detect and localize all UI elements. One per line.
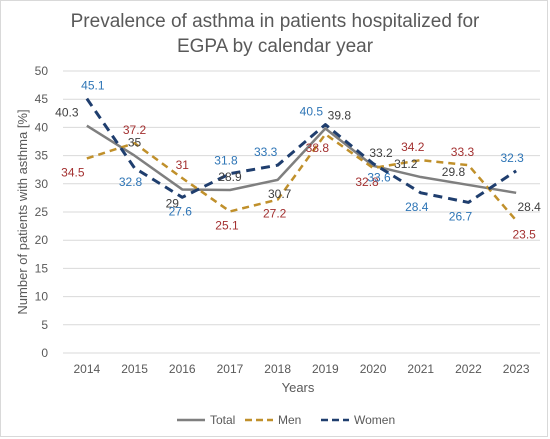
y-tick-label: 10 xyxy=(35,290,49,304)
y-tick-label: 5 xyxy=(41,318,48,332)
data-label-women: 32.8 xyxy=(119,175,143,189)
data-label-total: 39.8 xyxy=(328,109,352,123)
data-label-men: 23.5 xyxy=(512,227,536,241)
data-label-total: 29 xyxy=(166,196,180,210)
x-tick-label: 2021 xyxy=(407,362,434,376)
data-label-total: 29.8 xyxy=(442,165,466,179)
series-line-total xyxy=(86,124,517,195)
data-label-men: 33.3 xyxy=(451,145,475,159)
data-label-total: 35 xyxy=(128,136,142,150)
y-axis-label: Number of patients with asthma [%] xyxy=(15,109,30,314)
y-tick-label: 15 xyxy=(35,261,49,275)
x-axis-ticks: 2014 2015 2016 2017 2018 2019 2020 2021 2022 2023 xyxy=(73,362,529,376)
series-line-men xyxy=(86,132,518,222)
x-tick-label: 2022 xyxy=(455,362,482,376)
data-label-men: 34.2 xyxy=(401,140,425,154)
y-tick-label: 50 xyxy=(35,64,49,78)
data-label-women: 28.4 xyxy=(405,200,429,214)
data-label-total: 30.7 xyxy=(268,187,292,201)
y-tick-label: 20 xyxy=(35,233,49,247)
data-label-total: 28.9 xyxy=(218,170,242,184)
data-label-women: 31.8 xyxy=(214,154,238,168)
data-label-men: 34.5 xyxy=(61,165,85,179)
series-line-women xyxy=(85,97,517,204)
data-label-women: 32.3 xyxy=(500,151,524,165)
data-label-women: 33.3 xyxy=(254,145,278,159)
legend-label-men: Men xyxy=(278,413,301,427)
x-tick-label: 2020 xyxy=(360,362,387,376)
y-axis-ticks: 0 5 10 15 20 25 30 35 40 45 50 xyxy=(35,64,49,360)
y-tick-label: 0 xyxy=(41,346,48,360)
data-label-total: 33.2 xyxy=(369,146,393,160)
legend: Total Men Women xyxy=(177,413,395,427)
data-label-men: 27.2 xyxy=(263,207,287,221)
x-tick-label: 2023 xyxy=(503,362,530,376)
data-label-men: 31 xyxy=(176,158,190,172)
y-tick-label: 30 xyxy=(35,177,49,191)
chart-title-line-1: Prevalence of asthma in patients hospita… xyxy=(71,11,480,32)
y-tick-label: 25 xyxy=(35,205,49,219)
chart-title-line-2: EGPA by calendar year xyxy=(177,36,374,57)
data-label-men: 37.2 xyxy=(123,123,147,137)
data-label-women: 33.6 xyxy=(367,170,391,184)
legend-label-total: Total xyxy=(210,413,235,427)
x-tick-label: 2019 xyxy=(312,362,339,376)
data-labels: 40.3 35 29 28.9 30.7 39.8 33.231.2 29.8 28.4 34.5… xyxy=(55,79,541,242)
y-tick-label: 45 xyxy=(35,92,49,106)
data-label-men: 25.1 xyxy=(215,218,239,232)
y-tick-label: 35 xyxy=(35,149,49,163)
x-tick-label: 2016 xyxy=(169,362,196,376)
data-label-total: 40.3 xyxy=(55,106,79,120)
data-label-total: 28.4 xyxy=(517,200,541,214)
data-label-men: 32.8 xyxy=(355,175,379,189)
series-lines xyxy=(85,97,518,222)
x-tick-label: 2014 xyxy=(73,362,100,376)
x-tick-label: 2015 xyxy=(121,362,148,376)
data-label-women: 45.1 xyxy=(81,79,105,93)
legend-label-women: Women xyxy=(354,413,395,427)
data-label-women: 27.6 xyxy=(169,204,193,218)
x-axis-label: Years xyxy=(282,380,315,395)
x-tick-label: 2017 xyxy=(217,362,244,376)
data-label-women: 26.7 xyxy=(449,209,473,223)
y-tick-label: 40 xyxy=(35,120,49,134)
x-tick-label: 2018 xyxy=(264,362,291,376)
data-label-women: 40.5 xyxy=(300,105,324,119)
data-label-men: 38.8 xyxy=(306,141,330,155)
data-label-total: 31.2 xyxy=(394,157,418,171)
